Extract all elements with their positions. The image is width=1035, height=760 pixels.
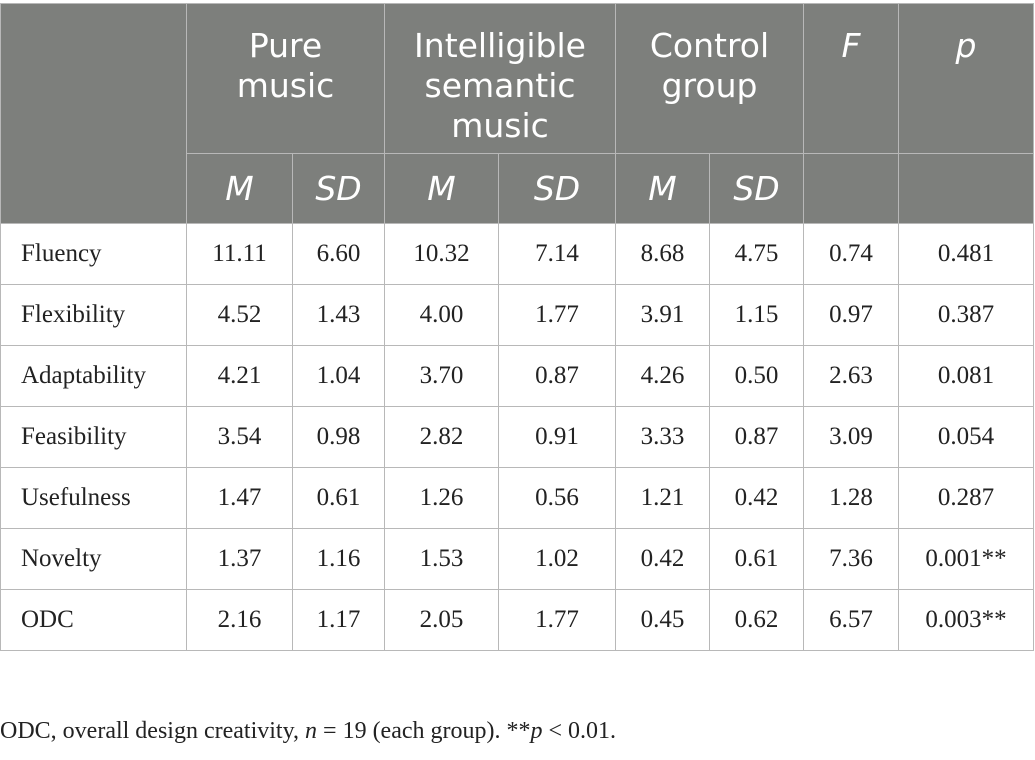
cell-control-sd: 0.50	[709, 345, 805, 407]
cell-control-sd: 0.62	[709, 589, 805, 651]
mean-subheader: M	[186, 153, 293, 224]
cell-pure-music-sd: 0.61	[291, 467, 386, 529]
table-row: Feasibility 3.54 0.98 2.82 0.91 3.33 0.87 3.09 0…	[0, 406, 1035, 468]
cell-pure-music-mean: 3.54	[186, 406, 293, 468]
cell-pure-music-mean: 4.52	[186, 284, 293, 346]
cell-control-mean: 0.45	[615, 589, 711, 651]
table-row: Novelty 1.37 1.16 1.53 1.02 0.42 0.61 7.36 0.001…	[0, 528, 1035, 590]
cell-pure-music-mean: 2.16	[186, 589, 293, 651]
cell-p-value: 0.001**	[898, 528, 1035, 590]
cell-semantic-music-sd: 7.14	[498, 223, 617, 285]
table-body: Fluency 11.11 6.60 10.32 7.14 8.68 4.75 0.74 0.4…	[0, 223, 1035, 651]
cell-semantic-music-sd: 1.77	[498, 589, 617, 651]
cell-semantic-music-mean: 10.32	[384, 223, 500, 285]
f-statistic-header: F	[803, 3, 900, 154]
cell-control-mean: 1.21	[615, 467, 711, 529]
table-row: ODC 2.16 1.17 2.05 1.77 0.45 0.62 6.57 0.003**	[0, 589, 1035, 651]
results-table: Pure music Intelligible semantic music C…	[0, 3, 1035, 651]
cell-f-value: 0.74	[803, 223, 900, 285]
cell-semantic-music-sd: 0.56	[498, 467, 617, 529]
cell-f-value: 0.97	[803, 284, 900, 346]
table-row: Flexibility 4.52 1.43 4.00 1.77 3.91 1.15 0.97 0…	[0, 284, 1035, 346]
cell-semantic-music-mean: 1.53	[384, 528, 500, 590]
cell-p-value: 0.054	[898, 406, 1035, 468]
cell-semantic-music-sd: 1.77	[498, 284, 617, 346]
cell-p-value: 0.387	[898, 284, 1035, 346]
cell-pure-music-mean: 1.47	[186, 467, 293, 529]
cell-pure-music-mean: 1.37	[186, 528, 293, 590]
row-label: Feasibility	[0, 406, 187, 468]
sd-subheader: SD	[291, 153, 386, 224]
cell-f-value: 1.28	[803, 467, 900, 529]
row-label: Adaptability	[0, 345, 187, 407]
cell-semantic-music-mean: 4.00	[384, 284, 500, 346]
cell-control-mean: 3.33	[615, 406, 711, 468]
p-value-header: p	[898, 3, 1035, 154]
row-label: Usefulness	[0, 467, 187, 529]
cell-pure-music-sd: 6.60	[291, 223, 386, 285]
cell-control-sd: 0.61	[709, 528, 805, 590]
sd-subheader: SD	[709, 153, 805, 224]
cell-semantic-music-mean: 2.05	[384, 589, 500, 651]
cell-control-sd: 4.75	[709, 223, 805, 285]
f-empty-subheader	[803, 153, 900, 224]
table-footnote: ODC, overall design creativity, n = 19 (…	[0, 718, 617, 744]
cell-pure-music-sd: 1.04	[291, 345, 386, 407]
p-empty-subheader	[898, 153, 1035, 224]
cell-control-sd: 0.42	[709, 467, 805, 529]
cell-f-value: 6.57	[803, 589, 900, 651]
cell-semantic-music-mean: 1.26	[384, 467, 500, 529]
cell-semantic-music-sd: 1.02	[498, 528, 617, 590]
group-header-pure-music: Pure music	[185, 3, 386, 154]
table-row: Fluency 11.11 6.60 10.32 7.14 8.68 4.75 0.74 0.4…	[0, 223, 1035, 285]
cell-p-value: 0.287	[898, 467, 1035, 529]
mean-subheader: M	[615, 153, 711, 224]
group-header-intelligible-semantic-music: Intelligible semantic music	[384, 3, 617, 154]
cell-control-sd: 0.87	[709, 406, 805, 468]
cell-control-mean: 8.68	[615, 223, 711, 285]
cell-pure-music-sd: 1.16	[291, 528, 386, 590]
cell-control-sd: 1.15	[709, 284, 805, 346]
cell-pure-music-sd: 1.17	[291, 589, 386, 651]
cell-control-mean: 4.26	[615, 345, 711, 407]
cell-pure-music-sd: 0.98	[291, 406, 386, 468]
cell-pure-music-mean: 4.21	[186, 345, 293, 407]
cell-pure-music-mean: 11.11	[186, 223, 293, 285]
cell-pure-music-sd: 1.43	[291, 284, 386, 346]
table-row: Usefulness 1.47 0.61 1.26 0.56 1.21 0.42 1.28 0.…	[0, 467, 1035, 529]
cell-f-value: 2.63	[803, 345, 900, 407]
table-row: Adaptability 4.21 1.04 3.70 0.87 4.26 0.50 2.63…	[0, 345, 1035, 407]
group-header-control-group: Control group	[615, 3, 805, 154]
cell-semantic-music-mean: 3.70	[384, 345, 500, 407]
cell-p-value: 0.081	[898, 345, 1035, 407]
mean-subheader: M	[384, 153, 500, 224]
cell-f-value: 3.09	[803, 406, 900, 468]
corner-header-cell	[0, 3, 187, 224]
cell-p-value: 0.003**	[898, 589, 1035, 651]
row-label: Fluency	[0, 223, 187, 285]
cell-p-value: 0.481	[898, 223, 1035, 285]
row-label: Novelty	[0, 528, 187, 590]
cell-semantic-music-sd: 0.91	[498, 406, 617, 468]
row-label: Flexibility	[0, 284, 187, 346]
cell-control-mean: 3.91	[615, 284, 711, 346]
sd-subheader: SD	[498, 153, 617, 224]
cell-semantic-music-mean: 2.82	[384, 406, 500, 468]
cell-semantic-music-sd: 0.87	[498, 345, 617, 407]
row-label: ODC	[0, 589, 187, 651]
cell-f-value: 7.36	[803, 528, 900, 590]
cell-control-mean: 0.42	[615, 528, 711, 590]
